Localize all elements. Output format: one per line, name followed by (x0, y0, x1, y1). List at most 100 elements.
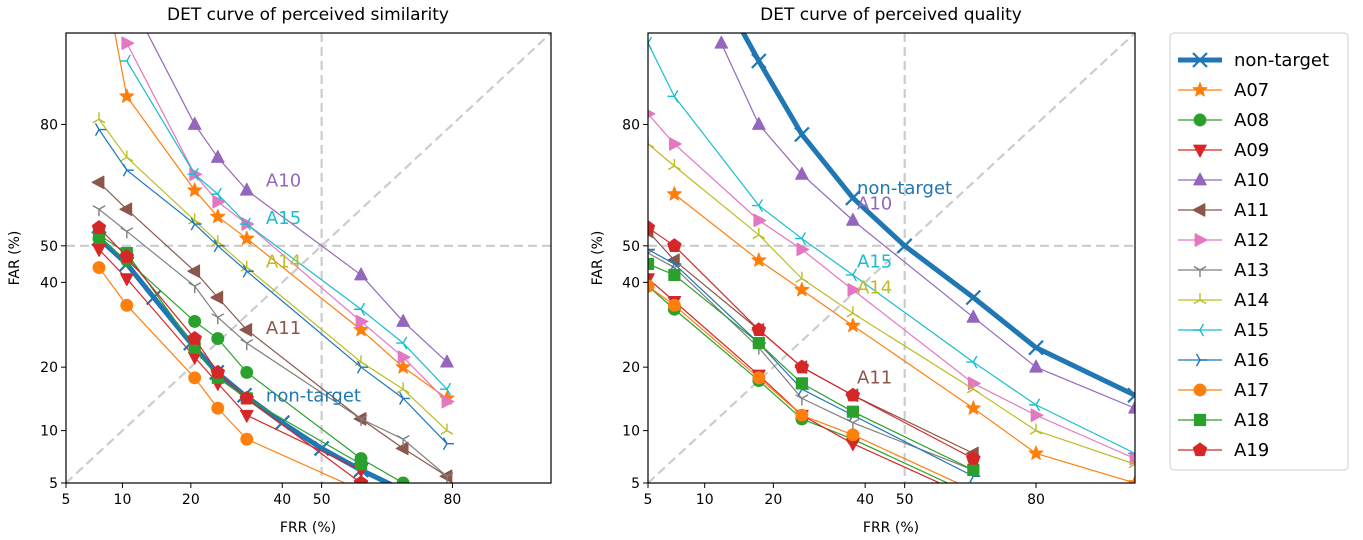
data-point-A13 (795, 394, 809, 406)
tick-group: 5 10 20 40 50 80 5 10 20 40 50 80 (622, 117, 1045, 508)
legend-marker (1195, 353, 1207, 367)
series-A15 (648, 36, 1135, 455)
data-point-A19 (210, 364, 225, 379)
data-point-non-target (794, 126, 810, 143)
data-point-A16 (442, 437, 454, 451)
data-point-A19 (794, 359, 810, 374)
x-tick-label: 50 (896, 492, 914, 508)
y-tick-label: 5 (631, 476, 640, 492)
data-point-A07 (751, 252, 767, 267)
data-point-A10 (1128, 400, 1135, 414)
y-tick-label: 50 (40, 239, 58, 255)
data-point-A12 (847, 283, 861, 297)
data-point-A12 (648, 109, 656, 119)
annotation-non-target: non-target (266, 386, 361, 407)
legend-item-A13: A13 (1178, 260, 1269, 281)
data-point-A18 (668, 268, 681, 282)
series-A16 (648, 248, 981, 483)
data-point-A16 (356, 360, 369, 374)
data-point-A16 (648, 248, 655, 251)
data-point-A10 (187, 116, 202, 130)
series-A14 (92, 112, 454, 435)
data-point-A17 (795, 408, 809, 422)
data-point-A19 (751, 322, 767, 337)
data-point-A12 (967, 376, 981, 391)
legend-marker (1192, 203, 1206, 217)
x-axis-label: FRR (%) (863, 520, 919, 536)
data-point-A10 (714, 35, 729, 49)
data-point-A11 (187, 264, 201, 279)
data-point-non-target (896, 238, 913, 254)
data-point-A16 (213, 239, 225, 253)
data-point-A14 (396, 382, 410, 394)
series-A13 (92, 205, 454, 483)
data-point-A15 (648, 36, 653, 50)
data-point-A10 (1029, 359, 1043, 373)
data-point-A15 (210, 187, 222, 201)
data-point-A15 (439, 382, 452, 396)
data-point-A12 (753, 213, 767, 228)
data-point-A12 (1129, 451, 1135, 466)
legend-items: non-target A07 A08 A09 A10 A11 A12 A13 A14 A15 A16… (1178, 50, 1329, 461)
series-A08 (648, 279, 949, 483)
legend-item-A18: A18 (1178, 410, 1269, 431)
data-point-A07 (666, 186, 682, 201)
legend-label: A16 (1234, 350, 1269, 371)
data-point-A12 (121, 36, 135, 51)
data-point-A17 (846, 428, 860, 442)
legend-label: A14 (1234, 290, 1269, 311)
data-point-A14 (440, 423, 454, 435)
legend-item-non-target: non-target (1178, 50, 1329, 71)
legend-item-A10: A10 (1178, 170, 1269, 191)
data-point-A14 (648, 136, 655, 149)
data-point-A11 (239, 323, 253, 337)
data-point-A15 (966, 355, 978, 369)
data-point-A14 (92, 112, 106, 124)
annotation-A10: A10 (266, 170, 301, 191)
data-point-A09 (120, 273, 134, 287)
data-point-A13 (188, 281, 202, 294)
legend-item-A15: A15 (1178, 320, 1269, 341)
data-point-A15 (751, 199, 763, 212)
data-point-A15 (119, 54, 131, 68)
legend-item-A07: A07 (1178, 80, 1269, 101)
data-point-A19 (648, 220, 656, 234)
data-point-A15 (794, 232, 806, 246)
data-point-A17 (240, 432, 254, 446)
series-A09 (648, 273, 942, 483)
legend-marker (1192, 82, 1208, 97)
data-point-A13 (440, 472, 454, 483)
data-point-A17 (667, 298, 681, 312)
data-point-A12 (355, 314, 369, 329)
legend-marker (1192, 52, 1208, 68)
data-point-non-target (751, 53, 767, 69)
data-point-A12 (397, 350, 411, 364)
data-point-A14 (1029, 423, 1043, 435)
data-point-A12 (668, 137, 682, 151)
legend-item-A12: A12 (1178, 230, 1269, 251)
data-point-A16 (242, 264, 254, 278)
annotation-A15: A15 (857, 252, 892, 273)
x-tick-label: 10 (696, 492, 714, 508)
data-point-A10 (440, 354, 454, 368)
data-point-A07 (395, 359, 411, 374)
data-point-A14 (120, 150, 134, 162)
data-point-non-target (965, 289, 982, 306)
data-point-A19 (845, 387, 861, 402)
data-point-A14 (188, 213, 202, 225)
data-point-A14 (240, 260, 254, 272)
series-line-A12 (648, 113, 1135, 460)
legend-label: A08 (1234, 110, 1269, 131)
annotation-A14: A14 (266, 252, 301, 273)
plot-frame (65, 32, 552, 484)
data-point-A19 (119, 249, 134, 263)
data-point-A07 (119, 88, 135, 103)
data-point-A13 (92, 205, 106, 217)
data-point-A14 (1128, 457, 1135, 469)
x-tick-label: 80 (444, 492, 462, 508)
legend-marker (1193, 323, 1205, 337)
data-point-A08 (211, 332, 225, 346)
data-point-A10 (354, 267, 368, 281)
data-point-A08 (188, 314, 202, 328)
